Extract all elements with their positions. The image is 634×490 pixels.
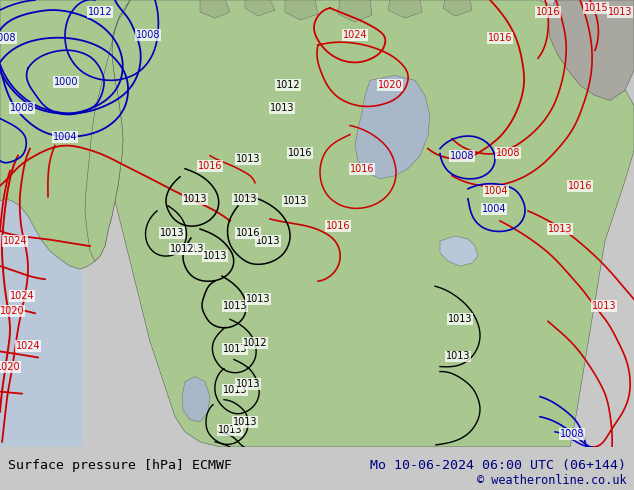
Text: 1012: 1012: [87, 7, 112, 17]
Text: 1008: 1008: [560, 429, 585, 439]
Text: 1016: 1016: [536, 7, 560, 17]
Polygon shape: [443, 0, 472, 16]
Polygon shape: [245, 0, 275, 16]
Text: Surface pressure [hPa] ECMWF: Surface pressure [hPa] ECMWF: [8, 459, 231, 472]
Text: 1008: 1008: [496, 147, 521, 158]
Text: 1013: 1013: [283, 196, 307, 206]
Text: 1013: 1013: [183, 194, 207, 204]
Text: 1004: 1004: [482, 204, 507, 214]
Polygon shape: [200, 0, 230, 18]
Text: 1012: 1012: [243, 339, 268, 348]
Polygon shape: [75, 0, 634, 447]
Text: 1024: 1024: [3, 236, 27, 246]
Text: 1013: 1013: [448, 315, 472, 324]
Text: 1013: 1013: [217, 425, 242, 435]
Text: 1016: 1016: [326, 221, 350, 231]
Text: 1020: 1020: [0, 362, 20, 371]
Text: 1000: 1000: [54, 77, 78, 87]
Text: 1024: 1024: [343, 30, 367, 40]
Text: 1016: 1016: [488, 33, 512, 43]
Bar: [0, 201, 82, 447]
Text: 1016: 1016: [568, 181, 592, 191]
Text: 1008: 1008: [450, 150, 474, 161]
Text: 1013: 1013: [233, 194, 257, 204]
Polygon shape: [338, 0, 372, 22]
Polygon shape: [548, 0, 634, 100]
Text: 1013: 1013: [236, 154, 260, 164]
Text: 1013: 1013: [180, 244, 204, 254]
Text: 1013: 1013: [236, 379, 260, 389]
Text: 1013: 1013: [548, 224, 573, 234]
Text: 1008: 1008: [136, 30, 160, 40]
Text: 1008: 1008: [10, 103, 34, 114]
Text: 1013: 1013: [160, 228, 184, 238]
Text: 1016: 1016: [236, 228, 260, 238]
Polygon shape: [388, 0, 422, 18]
Text: 1013: 1013: [223, 301, 247, 311]
Polygon shape: [0, 0, 130, 269]
Polygon shape: [440, 236, 478, 266]
Polygon shape: [355, 75, 430, 179]
Text: 1013: 1013: [233, 417, 257, 427]
Text: 1013: 1013: [592, 301, 616, 311]
Polygon shape: [85, 0, 130, 261]
Text: 1013: 1013: [608, 7, 632, 17]
Text: 1013: 1013: [223, 385, 247, 394]
Polygon shape: [285, 0, 318, 20]
Text: 1024: 1024: [10, 291, 34, 301]
Text: 1013: 1013: [223, 344, 247, 354]
Text: © weatheronline.co.uk: © weatheronline.co.uk: [477, 473, 626, 487]
Text: 1008: 1008: [0, 33, 16, 43]
Text: 1013: 1013: [446, 351, 470, 362]
Polygon shape: [182, 377, 210, 422]
Text: Mo 10-06-2024 06:00 UTC (06+144): Mo 10-06-2024 06:00 UTC (06+144): [370, 459, 626, 472]
Text: 1013: 1013: [203, 251, 227, 261]
Text: 1013: 1013: [269, 103, 294, 114]
Text: 1004: 1004: [53, 132, 77, 142]
Text: 1016: 1016: [198, 161, 223, 171]
Text: 1013: 1013: [256, 236, 280, 246]
Text: 1015: 1015: [584, 3, 608, 13]
Text: 1016: 1016: [288, 147, 313, 158]
Text: 1012: 1012: [170, 244, 194, 254]
Text: 1020: 1020: [378, 80, 403, 90]
Text: 1004: 1004: [484, 186, 508, 196]
Text: 1020: 1020: [0, 306, 24, 317]
Text: 1016: 1016: [350, 164, 374, 174]
Text: 1024: 1024: [16, 342, 41, 351]
Text: 1012: 1012: [276, 80, 301, 90]
Text: 1013: 1013: [246, 294, 270, 304]
